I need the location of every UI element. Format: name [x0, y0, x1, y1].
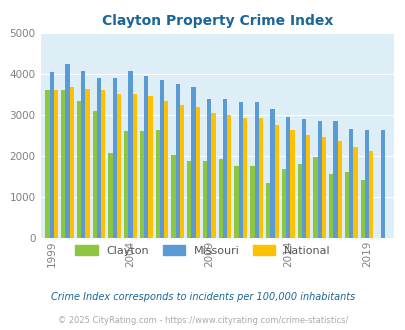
Bar [61, 90, 65, 238]
Bar [69, 87, 74, 238]
Bar [297, 164, 301, 238]
Legend: Clayton, Missouri, National: Clayton, Missouri, National [71, 241, 334, 260]
Bar [274, 125, 278, 238]
Bar [155, 130, 160, 238]
Bar [222, 99, 227, 238]
Bar [191, 87, 195, 238]
Bar [53, 90, 58, 238]
Bar [171, 155, 175, 238]
Bar [92, 111, 96, 238]
Bar [301, 119, 305, 238]
Bar [124, 131, 128, 238]
Bar [317, 121, 321, 238]
Bar [139, 131, 144, 238]
Bar [175, 84, 179, 238]
Bar [321, 137, 325, 238]
Bar [65, 64, 69, 238]
Bar [148, 96, 152, 238]
Bar [117, 94, 121, 238]
Bar [77, 101, 81, 238]
Text: © 2025 CityRating.com - https://www.cityrating.com/crime-statistics/: © 2025 CityRating.com - https://www.city… [58, 315, 347, 325]
Bar [360, 180, 364, 238]
Bar [45, 90, 49, 238]
Bar [281, 169, 286, 238]
Bar [238, 102, 243, 238]
Bar [249, 166, 254, 238]
Bar [234, 166, 238, 238]
Bar [258, 118, 262, 238]
Bar [337, 141, 341, 238]
Bar [164, 101, 168, 238]
Bar [85, 89, 90, 238]
Bar [270, 109, 274, 238]
Bar [179, 105, 184, 238]
Bar [96, 78, 101, 238]
Bar [328, 174, 333, 238]
Bar [227, 115, 231, 238]
Bar [265, 183, 270, 238]
Bar [128, 71, 132, 238]
Bar [348, 129, 352, 238]
Bar [305, 135, 309, 238]
Bar [195, 107, 199, 238]
Bar [144, 76, 148, 238]
Bar [368, 151, 373, 238]
Bar [160, 80, 164, 238]
Bar [211, 113, 215, 238]
Bar [352, 147, 357, 238]
Title: Clayton Property Crime Index: Clayton Property Crime Index [101, 14, 332, 28]
Bar [101, 90, 105, 238]
Bar [112, 78, 117, 238]
Bar [254, 102, 258, 238]
Bar [187, 161, 191, 238]
Bar [132, 94, 136, 238]
Bar [364, 130, 368, 238]
Bar [81, 72, 85, 238]
Bar [218, 159, 222, 238]
Bar [313, 157, 317, 238]
Bar [243, 118, 247, 238]
Bar [290, 130, 294, 238]
Bar [108, 153, 112, 238]
Bar [380, 130, 384, 238]
Bar [202, 161, 207, 238]
Bar [49, 72, 53, 238]
Text: Crime Index corresponds to incidents per 100,000 inhabitants: Crime Index corresponds to incidents per… [51, 292, 354, 302]
Bar [286, 117, 290, 238]
Bar [207, 99, 211, 238]
Bar [344, 172, 348, 238]
Bar [333, 121, 337, 238]
